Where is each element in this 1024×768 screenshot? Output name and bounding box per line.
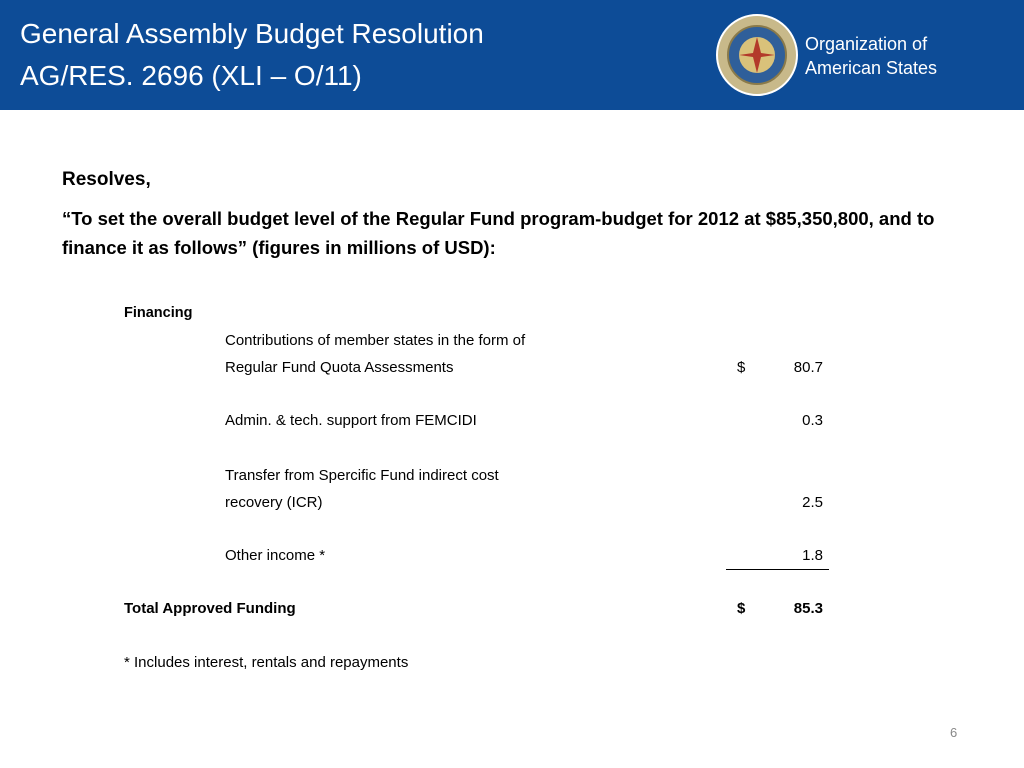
amount: 85.3 xyxy=(793,600,823,617)
emblem xyxy=(716,14,798,96)
currency: $ xyxy=(737,600,746,617)
header-bar: General Assembly Budget Resolution AG/RE… xyxy=(0,0,1024,110)
amount: 80.7 xyxy=(793,359,823,376)
page-number: 6 xyxy=(950,725,958,740)
org-name: Organization of xyxy=(805,34,928,54)
row-label: Transfer from Spercific Fund indirect co… xyxy=(225,467,499,484)
row-label: Other income * xyxy=(225,547,326,564)
title-line: General Assembly Budget Resolution xyxy=(20,18,484,49)
underline xyxy=(726,569,829,570)
amount: 1.8 xyxy=(802,547,823,564)
org-name: American States xyxy=(805,58,938,78)
amount: 0.3 xyxy=(802,412,823,429)
title-line: AG/RES. 2696 (XLI – O/11) xyxy=(20,60,362,91)
row-label: Regular Fund Quota Assessments xyxy=(225,359,454,376)
currency: $ xyxy=(737,359,746,376)
amount: 2.5 xyxy=(802,494,823,511)
heading: Resolves, xyxy=(62,169,151,190)
total-label: Total Approved Funding xyxy=(124,600,296,617)
row-label: recovery (ICR) xyxy=(225,494,323,511)
section-label: Financing xyxy=(124,305,193,321)
quote: “To set the overall budget level of the … xyxy=(62,208,935,258)
row-label: Contributions of member states in the fo… xyxy=(225,332,526,349)
footnote: * Includes interest, rentals and repayme… xyxy=(124,654,409,671)
row-label: Admin. & tech. support from FEMCIDI xyxy=(225,412,477,429)
